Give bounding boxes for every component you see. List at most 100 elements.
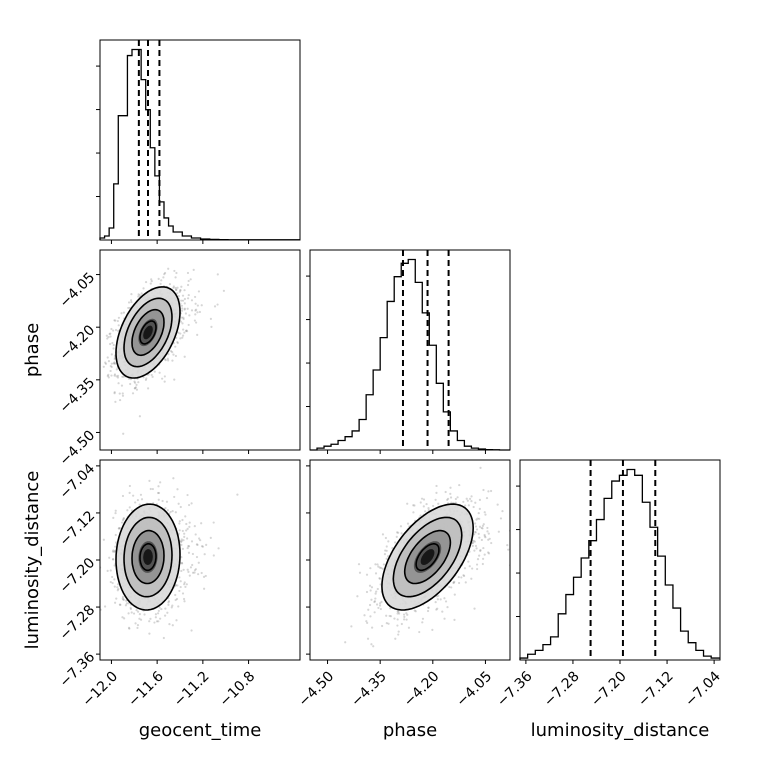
sample-point [184, 329, 188, 333]
sample-point [384, 536, 387, 540]
sample-point [145, 377, 148, 380]
sample-point [182, 317, 185, 321]
sample-point [458, 581, 461, 585]
sample-point [138, 294, 141, 297]
sample-point [413, 504, 416, 507]
sample-point [179, 289, 182, 292]
histogram-phase [310, 258, 510, 451]
sample-point [487, 538, 490, 541]
sample-point [148, 632, 151, 635]
sample-point [383, 553, 387, 556]
sample-point [475, 528, 479, 531]
sample-point [387, 540, 390, 543]
sample-point [188, 574, 191, 577]
sample-point [194, 309, 197, 312]
sample-point [394, 541, 397, 544]
sample-point [396, 610, 399, 613]
sample-point [476, 567, 479, 571]
sample-point [187, 279, 190, 283]
sample-point [179, 320, 183, 323]
sample-point [186, 297, 190, 300]
sample-point [183, 535, 186, 538]
sample-point [162, 276, 165, 279]
sample-point [178, 290, 181, 294]
sample-point [107, 376, 110, 379]
sample-point [470, 577, 473, 580]
sample-point [179, 585, 182, 589]
sample-point [414, 610, 417, 613]
sample-point [142, 287, 145, 290]
sample-point [506, 544, 509, 547]
sample-point [176, 286, 179, 289]
sample-point [187, 551, 191, 554]
sample-point [481, 524, 485, 528]
sample-point [164, 506, 167, 510]
sample-point [463, 574, 466, 578]
sample-point [109, 580, 112, 584]
contour-1-sigma [131, 529, 165, 585]
sample-point [196, 311, 199, 314]
sample-point [480, 526, 483, 530]
sample-point [159, 282, 162, 285]
sample-point [183, 289, 186, 292]
sample-point [369, 589, 372, 592]
sample-point [403, 618, 406, 621]
sample-point [113, 362, 116, 365]
sample-point [474, 531, 477, 534]
sample-point [212, 521, 215, 524]
sample-point [501, 510, 504, 513]
sample-point [365, 590, 369, 594]
sample-point [487, 490, 490, 493]
sample-point [190, 502, 193, 505]
sample-point [444, 490, 447, 494]
sample-point [397, 610, 400, 613]
sample-point [109, 332, 112, 335]
sample-point [195, 555, 199, 559]
sample-point [132, 612, 136, 615]
y-tick-label: −4.50 [57, 427, 99, 469]
sample-point [163, 271, 167, 275]
sample-point [144, 280, 148, 284]
sample-point [389, 615, 393, 618]
sample-point [396, 531, 399, 534]
sample-point [129, 607, 132, 611]
sample-point [387, 622, 390, 625]
sample-point [122, 311, 125, 314]
sample-point [163, 273, 166, 276]
sample-point [180, 556, 183, 559]
panel-frame [99, 39, 301, 241]
sample-point [467, 560, 470, 563]
sample-point [182, 597, 186, 601]
sample-point [185, 522, 188, 526]
sample-point [380, 566, 383, 570]
sample-point [109, 369, 112, 373]
y-axis-label-luminosity_distance: luminosity_distance [22, 471, 43, 650]
sample-point [175, 288, 178, 291]
sample-point [156, 491, 160, 495]
sample-point [163, 358, 167, 361]
sample-point [193, 569, 197, 572]
sample-point [176, 488, 179, 491]
y-tick-label: −4.35 [57, 375, 99, 417]
sample-point [190, 309, 194, 312]
sample-point [129, 299, 133, 302]
sample-point [183, 581, 186, 584]
sample-point [95, 407, 97, 409]
sample-point [136, 610, 140, 613]
sample-point [161, 377, 164, 380]
sample-point [134, 386, 138, 389]
sample-point [177, 331, 180, 334]
sample-point [147, 387, 150, 390]
sample-point [181, 299, 185, 302]
sample-point [184, 585, 187, 588]
sample-point [384, 549, 387, 552]
sample-point [113, 356, 116, 360]
sample-point [151, 487, 154, 491]
sample-point [179, 332, 182, 335]
sample-point [474, 522, 477, 525]
sample-point [130, 300, 133, 304]
sample-point [198, 537, 201, 540]
x-tick-label: −7.04 [682, 668, 724, 710]
sample-point [124, 604, 128, 607]
sample-point [122, 432, 125, 435]
